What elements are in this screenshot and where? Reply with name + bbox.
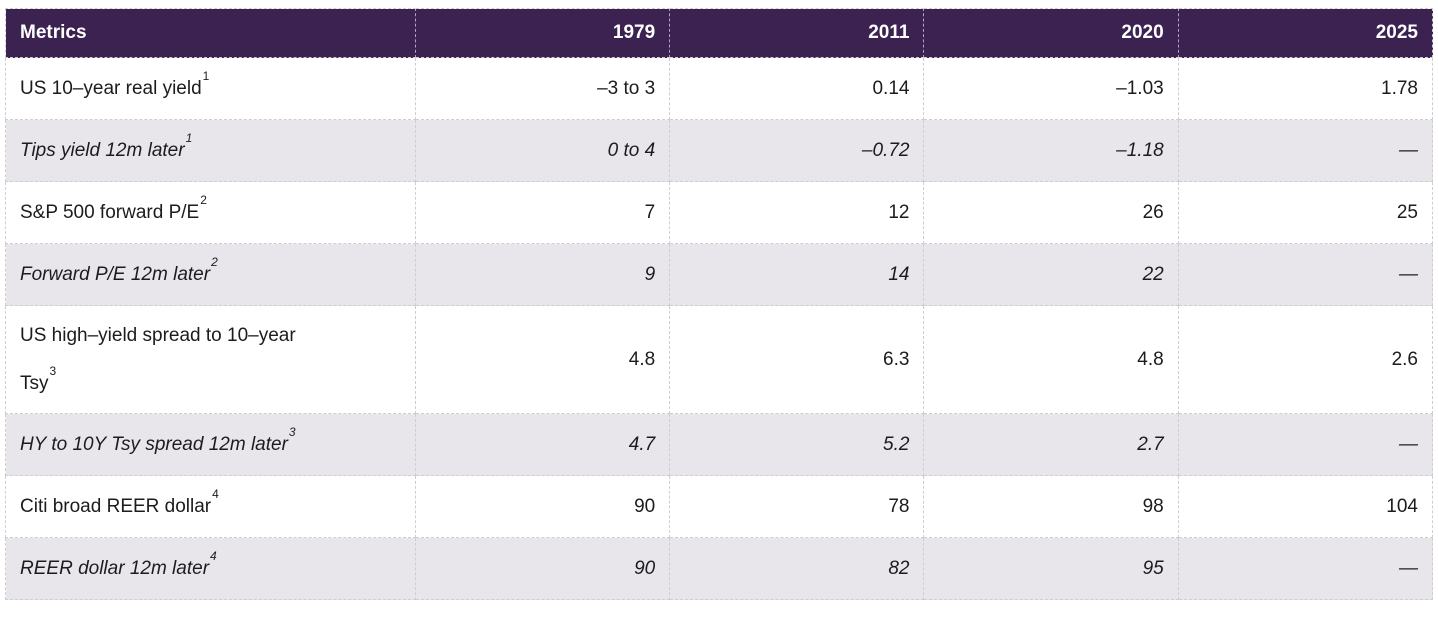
value-cell: 90 — [414, 475, 671, 538]
column-header-2011: 2011 — [669, 8, 925, 58]
value-cell: 2.7 — [923, 413, 1179, 476]
table-row: US high–yield spread to 10–year Tsy3 4.8… — [5, 305, 1434, 414]
value-cell: 104 — [1177, 475, 1434, 538]
value-cell: 4.7 — [414, 413, 671, 476]
value-cell: — — [1177, 413, 1434, 476]
metric-label: S&P 500 forward P/E — [20, 201, 200, 223]
value-cell: 5.2 — [669, 413, 925, 476]
header-row: Metrics 1979 2011 2020 2025 — [5, 8, 1434, 58]
table-row: HY to 10Y Tsy spread 12m later3 4.7 5.2 … — [5, 413, 1434, 476]
value-cell: 2.6 — [1177, 305, 1434, 414]
metric-label: HY to 10Y Tsy spread 12m later — [20, 433, 288, 455]
footnote-marker: 3 — [288, 425, 296, 440]
value-cell: 14 — [669, 243, 925, 306]
table-row: REER dollar 12m later4 90 82 95 — — [5, 537, 1434, 600]
metric-label: Citi broad REER dollar — [20, 495, 212, 517]
column-header-1979: 1979 — [414, 8, 671, 58]
value-cell: 7 — [414, 181, 671, 244]
value-cell: 98 — [923, 475, 1179, 538]
metric-cell: Forward P/E 12m later2 — [5, 243, 416, 306]
metrics-table: Metrics 1979 2011 2020 2025 US 10–year r… — [5, 8, 1434, 600]
metric-label: US high–yield spread to 10–year Tsy — [20, 325, 296, 394]
table-row: Citi broad REER dollar4 90 78 98 104 — [5, 475, 1434, 538]
footnote-marker: 1 — [185, 131, 193, 146]
table-body: US 10–year real yield1 –3 to 3 0.14 –1.0… — [5, 57, 1434, 600]
footnote-marker: 4 — [212, 487, 219, 502]
table-row: S&P 500 forward P/E2 7 12 26 25 — [5, 181, 1434, 244]
metric-cell: S&P 500 forward P/E2 — [5, 181, 416, 244]
table-header: Metrics 1979 2011 2020 2025 — [5, 8, 1434, 58]
value-cell: 4.8 — [414, 305, 671, 414]
metric-cell: REER dollar 12m later4 — [5, 537, 416, 600]
metric-cell: Citi broad REER dollar4 — [5, 475, 416, 538]
metric-label: US 10–year real yield — [20, 77, 202, 99]
column-header-2020: 2020 — [923, 8, 1179, 58]
footnote-marker: 3 — [49, 364, 57, 379]
metric-label: Tips yield 12m later — [20, 139, 185, 161]
metrics-table-container: Metrics 1979 2011 2020 2025 US 10–year r… — [5, 8, 1434, 600]
metric-cell: US high–yield spread to 10–year Tsy3 — [5, 305, 416, 414]
footnote-marker: 4 — [210, 549, 217, 564]
value-cell: 26 — [923, 181, 1179, 244]
value-cell: 12 — [669, 181, 925, 244]
value-cell: 82 — [669, 537, 925, 600]
value-cell: 22 — [923, 243, 1179, 306]
value-cell: 95 — [923, 537, 1179, 600]
table-row: Forward P/E 12m later2 9 14 22 — — [5, 243, 1434, 306]
footnote-marker: 1 — [202, 69, 210, 84]
value-cell: — — [1177, 243, 1434, 306]
table-row: Tips yield 12m later1 0 to 4 –0.72 –1.18… — [5, 119, 1434, 182]
value-cell: 6.3 — [669, 305, 925, 414]
value-cell: 90 — [414, 537, 671, 600]
footnote-marker: 2 — [211, 255, 218, 270]
column-header-2025: 2025 — [1177, 8, 1434, 58]
value-cell: — — [1177, 537, 1434, 600]
metric-cell: HY to 10Y Tsy spread 12m later3 — [5, 413, 416, 476]
table-row: US 10–year real yield1 –3 to 3 0.14 –1.0… — [5, 57, 1434, 120]
value-cell: 0.14 — [669, 57, 925, 120]
value-cell: 78 — [669, 475, 925, 538]
value-cell: –3 to 3 — [414, 57, 671, 120]
value-cell: –0.72 — [669, 119, 925, 182]
column-header-metrics: Metrics — [5, 8, 416, 58]
value-cell: 4.8 — [923, 305, 1179, 414]
value-cell: 9 — [414, 243, 671, 306]
value-cell: — — [1177, 119, 1434, 182]
value-cell: 25 — [1177, 181, 1434, 244]
value-cell: 1.78 — [1177, 57, 1434, 120]
metric-label: REER dollar 12m later — [20, 557, 210, 579]
footnote-marker: 2 — [200, 193, 207, 208]
metric-cell: US 10–year real yield1 — [5, 57, 416, 120]
value-cell: 0 to 4 — [414, 119, 671, 182]
value-cell: –1.03 — [923, 57, 1179, 120]
metric-cell: Tips yield 12m later1 — [5, 119, 416, 182]
metric-label: Forward P/E 12m later — [20, 263, 211, 285]
value-cell: –1.18 — [923, 119, 1179, 182]
